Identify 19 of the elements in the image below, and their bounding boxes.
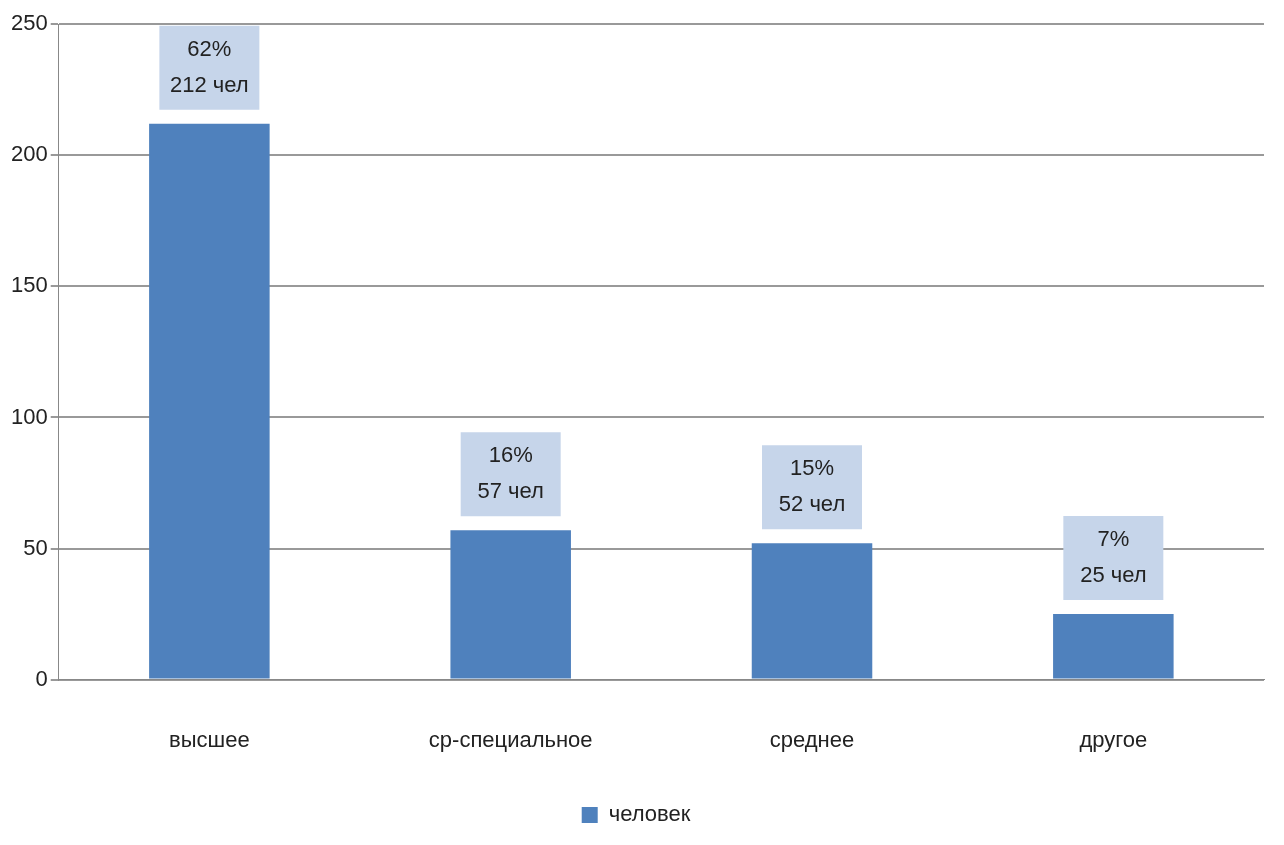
y-tick-label: 0 bbox=[35, 665, 48, 691]
data-label: 15% 52 чел bbox=[778, 455, 846, 517]
y-tick-label: 200 bbox=[10, 141, 48, 167]
bar bbox=[149, 123, 270, 679]
y-tick-label: 50 bbox=[23, 534, 48, 560]
data-label: 16% 57 чел bbox=[477, 442, 544, 504]
x-tick-label: ср-специальное bbox=[428, 726, 593, 752]
data-label: 62% 212 чел bbox=[170, 35, 249, 97]
x-tick-label: среднее bbox=[769, 726, 855, 752]
bar bbox=[751, 543, 873, 679]
y-tick-label: 250 bbox=[10, 10, 48, 36]
y-tick-label: 100 bbox=[10, 403, 48, 429]
bar bbox=[450, 530, 571, 679]
bar bbox=[1053, 614, 1174, 679]
legend-label: человек bbox=[608, 801, 691, 827]
y-tick-label: 150 bbox=[10, 272, 48, 298]
x-tick-label: другое bbox=[1079, 726, 1148, 752]
data-label: 7% 25 чел bbox=[1080, 526, 1147, 588]
x-tick-label: высшее bbox=[169, 726, 250, 752]
